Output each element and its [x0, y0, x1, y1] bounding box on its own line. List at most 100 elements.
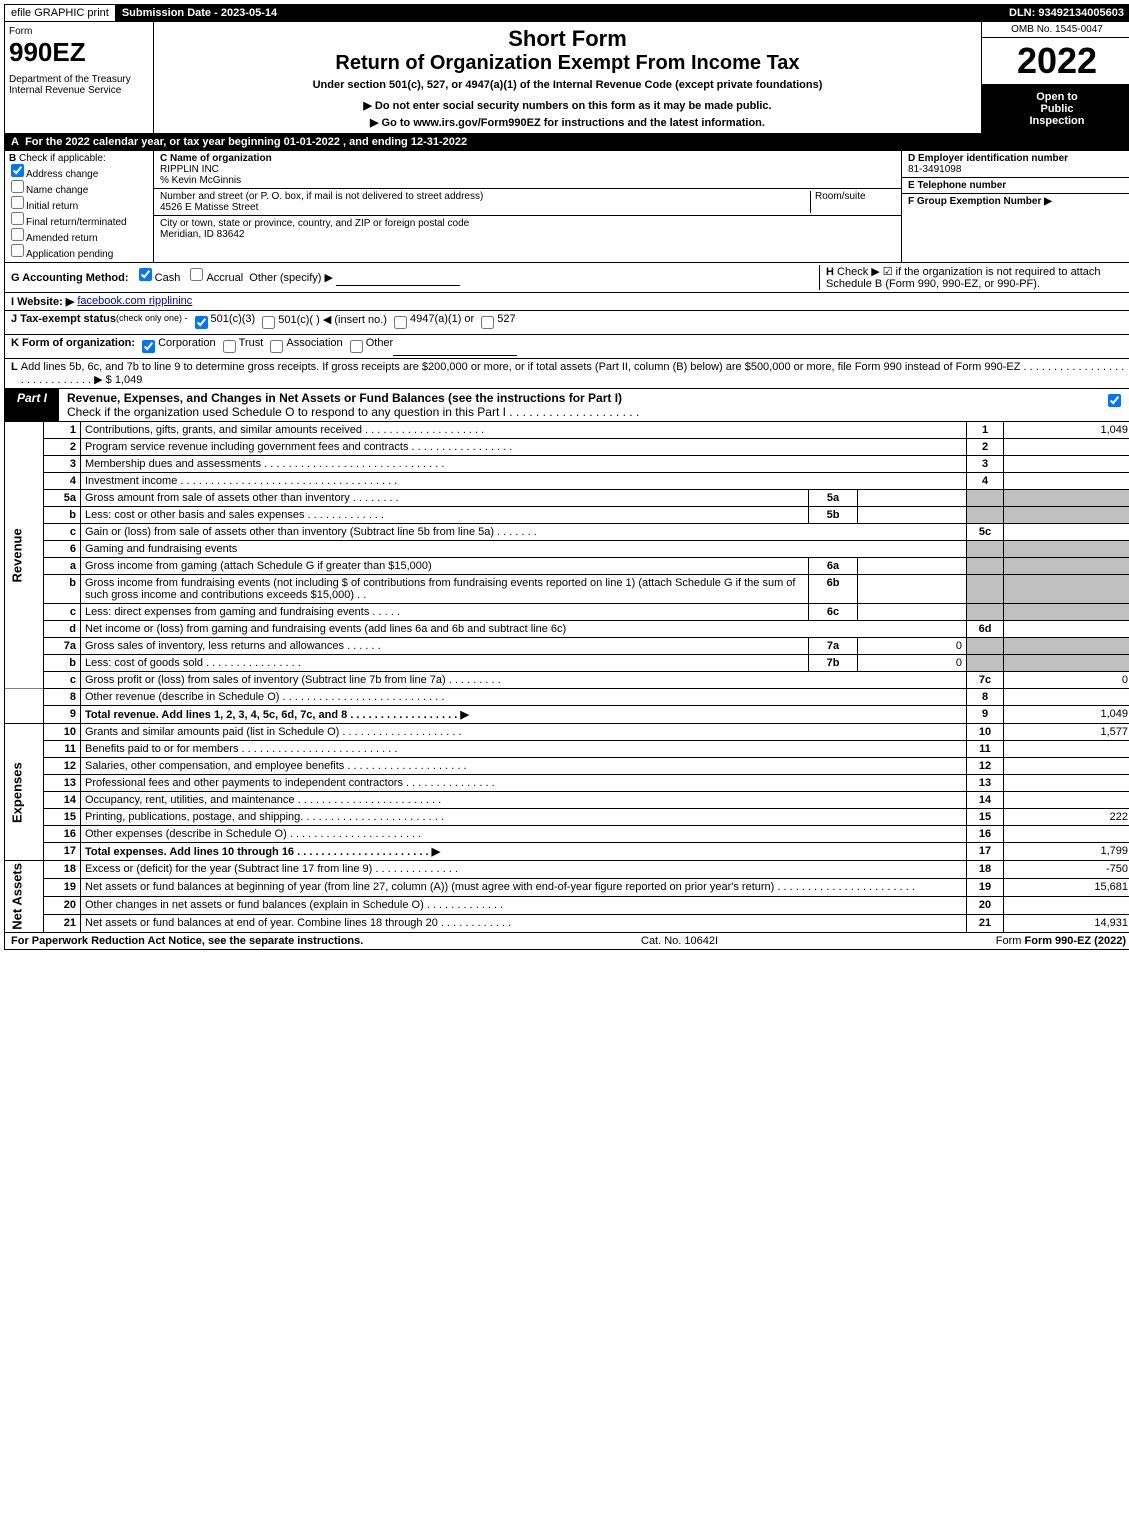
- name-change-label: Name change: [26, 185, 88, 196]
- line-5b-amount-shaded: [1004, 507, 1129, 524]
- line-6a-shaded: [967, 558, 1004, 575]
- footer-right: Form Form 990-EZ (2022): [996, 935, 1126, 947]
- line-6-num: 6: [44, 541, 81, 558]
- footer-left: For Paperwork Reduction Act Notice, see …: [11, 935, 363, 947]
- care-of: % Kevin McGinnis: [160, 175, 895, 186]
- header-left: Form 990EZ Department of the Treasury In…: [5, 22, 154, 133]
- line-6a-sub: 6a: [809, 558, 858, 575]
- line-17-amount: 1,799: [1004, 843, 1129, 861]
- room-label: Room/suite: [815, 191, 895, 202]
- address-change-checkbox[interactable]: [11, 164, 24, 177]
- line-5a-amount-shaded: [1004, 490, 1129, 507]
- revenue-vlabel: Revenue: [5, 422, 44, 689]
- line-6a-desc: Gross income from gaming (attach Schedul…: [81, 558, 809, 575]
- goto-link[interactable]: ▶ Go to www.irs.gov/Form990EZ for instru…: [160, 116, 975, 129]
- name-change-checkbox[interactable]: [11, 180, 24, 193]
- line-7c-amount: 0: [1004, 672, 1129, 689]
- 4947-label: 4947(a)(1) or: [410, 313, 474, 332]
- line-3-desc: Membership dues and assessments . . . . …: [81, 456, 967, 473]
- line-19-desc: Net assets or fund balances at beginning…: [81, 878, 967, 896]
- initial-return-checkbox[interactable]: [11, 196, 24, 209]
- trust-checkbox[interactable]: [223, 340, 236, 353]
- section-i-label: I Website: ▶: [11, 295, 74, 308]
- street-label: Number and street (or P. O. box, if mail…: [160, 191, 810, 202]
- header-center: Short Form Return of Organization Exempt…: [154, 22, 981, 133]
- line-21-row: 21 Net assets or fund balances at end of…: [5, 914, 1129, 932]
- website-link[interactable]: facebook.com ripplininc: [77, 295, 192, 308]
- line-13-amount: [1004, 775, 1129, 792]
- 501c-label: 501(c)( ) ◀ (insert no.): [278, 313, 387, 332]
- accrual-checkbox[interactable]: [190, 268, 203, 281]
- line-1-desc: Contributions, gifts, grants, and simila…: [81, 422, 967, 439]
- 501c-checkbox[interactable]: [262, 316, 275, 329]
- address-change-label: Address change: [26, 169, 98, 180]
- line-6a-amount-shaded: [1004, 558, 1129, 575]
- final-return-checkbox[interactable]: [11, 212, 24, 225]
- line-5a-shaded: [967, 490, 1004, 507]
- initial-return-label: Initial return: [26, 201, 78, 212]
- line-7b-shaded: [967, 655, 1004, 672]
- line-10-num: 10: [44, 724, 81, 741]
- line-15-box: 15: [967, 809, 1004, 826]
- line-9-box: 9: [967, 706, 1004, 724]
- line-9-amount: 1,049: [1004, 706, 1129, 724]
- line-15-amount: 222: [1004, 809, 1129, 826]
- cash-label: Cash: [155, 272, 181, 284]
- line-16-desc: Other expenses (describe in Schedule O) …: [81, 826, 967, 843]
- ein-value: 81-3491098: [908, 164, 961, 175]
- line-7a-amount-shaded: [1004, 638, 1129, 655]
- line-8-desc: Other revenue (describe in Schedule O) .…: [81, 689, 967, 706]
- line-3-row: 3 Membership dues and assessments . . . …: [5, 456, 1129, 473]
- association-checkbox[interactable]: [270, 340, 283, 353]
- other-specify-input[interactable]: [336, 271, 460, 286]
- section-l-text: Add lines 5b, 6c, and 7b to line 9 to de…: [21, 361, 1126, 386]
- amended-return-checkbox[interactable]: [11, 228, 24, 241]
- corporation-checkbox[interactable]: [142, 340, 155, 353]
- open-to-label: Open to: [984, 91, 1129, 103]
- submission-date: Submission Date - 2023-05-14: [116, 5, 283, 21]
- line-7a-shaded: [967, 638, 1004, 655]
- 501c3-checkbox[interactable]: [195, 316, 208, 329]
- amended-return-label: Amended return: [26, 233, 98, 244]
- line-9-row: 9 Total revenue. Add lines 1, 2, 3, 4, 5…: [5, 706, 1129, 724]
- line-7a-num: 7a: [44, 638, 81, 655]
- line-5b-shaded: [967, 507, 1004, 524]
- public-label: Public: [984, 103, 1129, 115]
- line-5b-subval: [858, 507, 967, 524]
- revenue-vlabel-continued: [5, 689, 44, 724]
- org-name: RIPPLIN INC: [160, 164, 895, 175]
- line-21-amount: 14,931: [1004, 914, 1129, 932]
- line-6a-subval: [858, 558, 967, 575]
- line-5b-num: b: [44, 507, 81, 524]
- line-2-box: 2: [967, 439, 1004, 456]
- efile-label: efile GRAPHIC print: [5, 5, 116, 21]
- line-7a-desc: Gross sales of inventory, less returns a…: [81, 638, 809, 655]
- line-4-num: 4: [44, 473, 81, 490]
- line-5c-num: c: [44, 524, 81, 541]
- line-18-amount: -750: [1004, 861, 1129, 879]
- line-6a-row: a Gross income from gaming (attach Sched…: [5, 558, 1129, 575]
- line-4-row: 4 Investment income . . . . . . . . . . …: [5, 473, 1129, 490]
- application-pending-checkbox[interactable]: [11, 244, 24, 257]
- line-2-num: 2: [44, 439, 81, 456]
- part1-schedule-o-checkbox[interactable]: [1108, 394, 1121, 407]
- other-org-input[interactable]: [393, 337, 517, 356]
- part1-label: Part I: [5, 389, 59, 421]
- line-20-desc: Other changes in net assets or fund bala…: [81, 896, 967, 914]
- line-17-row: 17 Total expenses. Add lines 10 through …: [5, 843, 1129, 861]
- section-k: K Form of organization: Corporation Trus…: [4, 335, 1129, 359]
- netassets-vlabel: Net Assets: [5, 861, 44, 933]
- 4947-checkbox[interactable]: [394, 316, 407, 329]
- 527-checkbox[interactable]: [481, 316, 494, 329]
- section-l-label: L: [11, 361, 18, 386]
- line-12-amount: [1004, 758, 1129, 775]
- line-4-amount: [1004, 473, 1129, 490]
- line-8-row: 8 Other revenue (describe in Schedule O)…: [5, 689, 1129, 706]
- line-7b-num: b: [44, 655, 81, 672]
- other-org-checkbox[interactable]: [350, 340, 363, 353]
- line-1-num: 1: [44, 422, 81, 439]
- line-4-box: 4: [967, 473, 1004, 490]
- line-6-amount-shaded: [1004, 541, 1129, 558]
- cash-checkbox[interactable]: [139, 268, 152, 281]
- city-value: Meridian, ID 83642: [160, 229, 895, 240]
